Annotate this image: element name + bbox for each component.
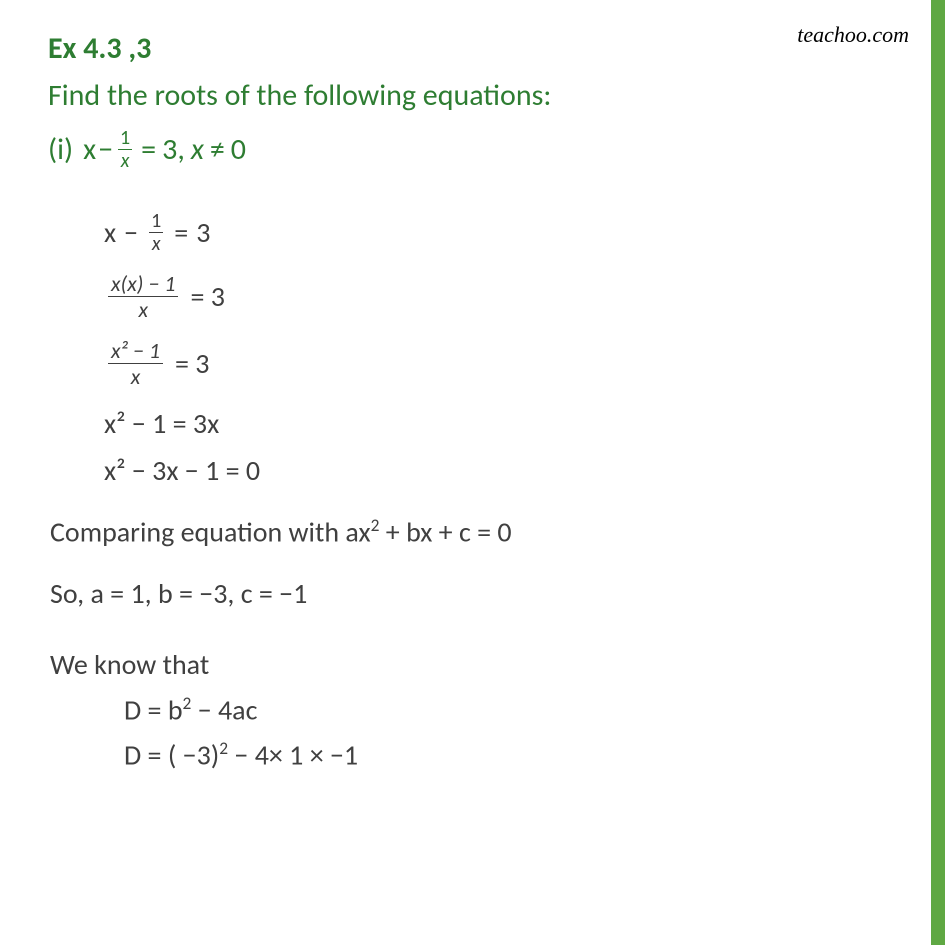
- step3-num: x² − 1: [108, 339, 163, 364]
- comma: ,: [177, 131, 185, 168]
- step1-fraction: 1 x: [149, 211, 163, 254]
- fraction-denominator: x: [119, 150, 132, 171]
- minus-sign: −: [98, 131, 113, 168]
- compare-text-a: Comparing equation with ax: [50, 515, 371, 550]
- step1-rhs: 3: [196, 215, 210, 250]
- step1-num: 1: [149, 211, 163, 233]
- step3-rhs: = 3: [175, 346, 209, 381]
- instruction-text: Find the roots of the following equation…: [48, 77, 905, 114]
- step2-fraction: x(x) − 1 x: [108, 272, 178, 321]
- discriminant-calc: D = ( −3)2 − 4× 1 × −1: [124, 737, 905, 772]
- fraction-numerator: 1: [118, 128, 132, 150]
- step2-rhs: = 3: [190, 279, 224, 314]
- step1-den: x: [150, 233, 163, 254]
- step3-fraction: x² − 1 x: [108, 339, 163, 388]
- compare-text-b: + bx + c = 0: [379, 515, 511, 550]
- d2-sup: 2: [219, 737, 228, 759]
- equation-x: x: [83, 131, 96, 168]
- condition-var: x: [191, 131, 204, 168]
- equals-sign: =: [141, 131, 156, 168]
- accent-bar: [931, 0, 945, 945]
- step-2: x(x) − 1 x = 3: [104, 272, 905, 321]
- step-1: x − 1 x = 3: [104, 211, 905, 254]
- problem-statement: (i) x − 1 x = 3 , x ≠ 0: [48, 128, 905, 171]
- step2-den: x: [135, 297, 151, 321]
- d1-a: D = b: [124, 692, 183, 727]
- step1-eq: =: [174, 215, 188, 250]
- d1-b: − 4ac: [191, 692, 257, 727]
- step-5: x² − 3x − 1 = 0: [104, 453, 905, 488]
- lesson-content: Ex 4.3 ,3 Find the roots of the followin…: [0, 0, 945, 772]
- step1-x: x: [104, 215, 116, 250]
- compare-line: Comparing equation with ax2 + bx + c = 0: [50, 514, 905, 549]
- step-3: x² − 1 x = 3: [104, 339, 905, 388]
- equation-rhs: 3: [162, 131, 177, 168]
- step-4: x² − 1 = 3x: [104, 406, 905, 441]
- we-know-that: We know that: [50, 647, 905, 682]
- coefficients-line: So, a = 1, b = −3, c = −1: [50, 576, 905, 611]
- part-label: (i): [48, 131, 73, 168]
- step1-minus: −: [124, 215, 138, 250]
- step3-den: x: [128, 364, 144, 388]
- condition-value: 0: [231, 131, 246, 168]
- step2-num: x(x) − 1: [108, 272, 178, 297]
- fraction-1-over-x: 1 x: [118, 128, 132, 171]
- not-equal-sign: ≠: [210, 131, 225, 168]
- d2-b: − 4× 1 × −1: [228, 737, 358, 772]
- watermark: teachoo.com: [797, 22, 909, 48]
- d2-a: D = ( −3): [124, 737, 219, 772]
- discriminant-formula: D = b2 − 4ac: [124, 692, 905, 727]
- exercise-number: Ex 4.3 ,3: [48, 30, 905, 67]
